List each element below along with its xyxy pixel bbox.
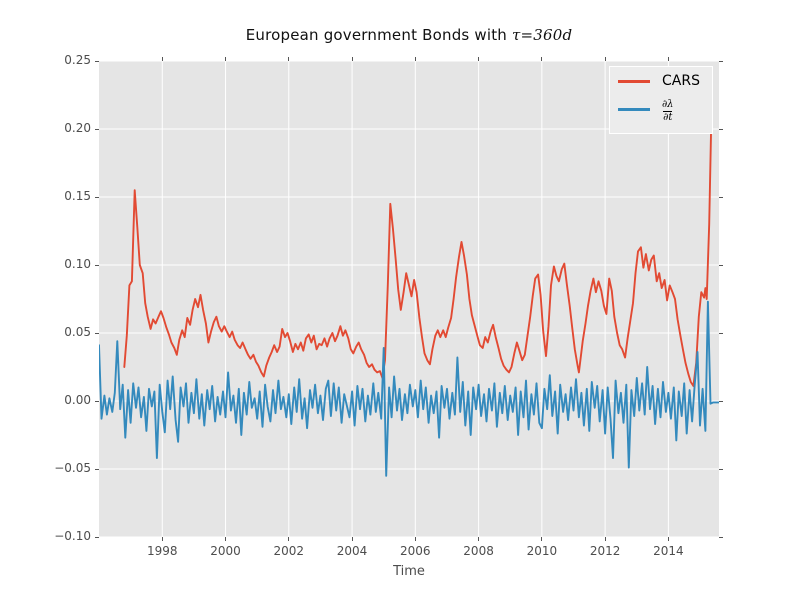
y-tick-left-0.00 <box>95 400 99 402</box>
y-tick-label-0.20: 0.20 <box>64 121 91 135</box>
legend-row-deriv: ∂λ ∂t <box>618 95 704 123</box>
y-tick-left-0.05 <box>95 332 99 334</box>
x-tick-bottom-2006 <box>414 537 416 541</box>
y-tick-right-−0.10 <box>719 536 723 538</box>
x-tick-label-2002: 2002 <box>273 544 305 558</box>
y-tick-label-−0.05: −0.05 <box>54 461 91 475</box>
legend-label-cars: CARS <box>662 73 700 89</box>
legend-row-cars: CARS <box>618 73 704 89</box>
y-tick-label-0.00: 0.00 <box>64 393 91 407</box>
x-tick-label-2010: 2010 <box>526 544 558 558</box>
x-tick-bottom-1998 <box>161 537 163 541</box>
chart-canvas <box>99 61 719 537</box>
x-tick-top-2012 <box>604 57 606 61</box>
y-tick-label-0.25: 0.25 <box>64 53 91 67</box>
y-tick-left-0.25 <box>95 60 99 62</box>
chart-title: European government Bonds with τ=360d <box>99 26 719 44</box>
x-tick-bottom-2014 <box>667 537 669 541</box>
x-tick-label-2008: 2008 <box>463 544 494 558</box>
y-tick-label-0.05: 0.05 <box>64 325 91 339</box>
x-tick-label-2006: 2006 <box>400 544 431 558</box>
y-tick-right-0.10 <box>719 264 723 266</box>
plot-area: CARS ∂λ ∂t <box>99 61 719 537</box>
x-tick-label-1998: 1998 <box>146 544 178 558</box>
y-tick-left-0.20 <box>95 128 99 130</box>
x-tick-bottom-2008 <box>478 537 480 541</box>
y-tick-right-0.05 <box>719 332 723 334</box>
y-tick-right-0.25 <box>719 60 723 62</box>
deriv-series-line <box>99 300 719 477</box>
legend-label-deriv: ∂λ ∂t <box>662 95 674 123</box>
y-tick-left-−0.10 <box>95 536 99 538</box>
x-tick-top-2006 <box>414 57 416 61</box>
y-tick-label-−0.10: −0.10 <box>54 529 91 543</box>
x-tick-label-2004: 2004 <box>336 544 368 558</box>
deriv-fraction: ∂λ ∂t <box>662 99 674 123</box>
x-tick-top-2008 <box>478 57 480 61</box>
x-tick-bottom-2012 <box>604 537 606 541</box>
x-tick-bottom-2004 <box>351 537 353 541</box>
x-axis-label: Time <box>393 564 425 579</box>
x-tick-bottom-2000 <box>225 537 227 541</box>
x-tick-top-2010 <box>541 57 543 61</box>
y-tick-left-−0.05 <box>95 468 99 470</box>
cars-line-swatch <box>618 79 650 83</box>
chart-title-math: τ=360d <box>512 26 573 44</box>
y-tick-right-0.15 <box>719 196 723 198</box>
y-tick-right-0.20 <box>719 128 723 130</box>
y-tick-right-−0.05 <box>719 468 723 470</box>
x-tick-top-1998 <box>161 57 163 61</box>
x-tick-top-2004 <box>351 57 353 61</box>
y-tick-label-0.15: 0.15 <box>64 189 91 203</box>
deriv-line-swatch <box>618 107 650 111</box>
x-tick-bottom-2010 <box>541 537 543 541</box>
x-tick-top-2000 <box>225 57 227 61</box>
legend: CARS ∂λ ∂t <box>609 66 713 134</box>
y-tick-left-0.10 <box>95 264 99 266</box>
x-tick-label-2012: 2012 <box>589 544 621 558</box>
deriv-fraction-denominator: ∂t <box>663 110 673 123</box>
x-tick-top-2014 <box>667 57 669 61</box>
y-tick-left-0.15 <box>95 196 99 198</box>
x-tick-label-2014: 2014 <box>653 544 684 558</box>
x-tick-bottom-2002 <box>288 537 290 541</box>
chart-title-text: European government Bonds with <box>245 26 512 44</box>
y-tick-label-0.10: 0.10 <box>64 257 91 271</box>
cars-series-line <box>123 128 713 387</box>
x-tick-top-2002 <box>288 57 290 61</box>
deriv-fraction-numerator: ∂λ <box>662 99 674 110</box>
x-tick-label-2000: 2000 <box>210 544 241 558</box>
y-tick-right-0.00 <box>719 400 723 402</box>
